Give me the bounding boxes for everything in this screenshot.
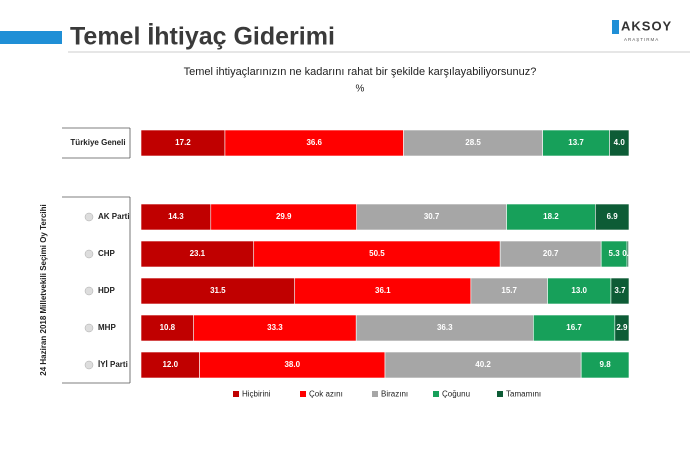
chart-title: Temel İhtiyaç Giderimi <box>70 23 335 51</box>
value-label: 50.5 <box>369 249 385 258</box>
bar-segment <box>210 203 357 231</box>
value-label: 33.3 <box>267 323 283 332</box>
category-label: Türkiye Geneli <box>70 138 125 147</box>
value-label: 23.1 <box>190 249 206 258</box>
bar-segment <box>542 129 610 157</box>
bar-segment <box>470 277 548 305</box>
party-icon <box>84 323 94 333</box>
value-label: 10.8 <box>160 323 176 332</box>
bar-segment <box>610 277 630 305</box>
legend-label: Hiçbirini <box>242 390 271 399</box>
value-label: 36.1 <box>375 286 391 295</box>
bar-segment <box>253 240 501 268</box>
bar-segment <box>626 240 629 268</box>
value-label: 3.7 <box>614 286 626 295</box>
bar-segment <box>356 203 507 231</box>
bar-segment <box>600 240 628 268</box>
legend-label: Çoğunu <box>442 390 470 399</box>
bar-segment <box>547 277 612 305</box>
legend-swatch <box>372 391 378 397</box>
legend-label: Çok azını <box>309 390 343 399</box>
value-label: 28.5 <box>465 138 481 147</box>
row-frames <box>62 127 131 384</box>
legend-swatch <box>433 391 439 397</box>
bar-segment <box>384 351 582 379</box>
logo-tagline: ARAŞTIRMA <box>624 37 659 42</box>
legend-swatch <box>497 391 503 397</box>
category-label: CHP <box>98 249 116 258</box>
value-label: 6.9 <box>607 212 619 221</box>
legend-swatch <box>233 391 239 397</box>
subtitle: Temel ihtiyaçlarınızın ne kadarını rahat… <box>184 66 537 78</box>
bar-segment <box>533 314 616 342</box>
bar-segment <box>580 351 630 379</box>
value-label: 16.7 <box>566 323 582 332</box>
value-label: 2.9 <box>616 323 628 332</box>
logo-name: AKSOY <box>621 18 672 33</box>
value-label: 14.3 <box>168 212 184 221</box>
bar-segment <box>140 129 226 157</box>
bar-segment <box>140 203 212 231</box>
value-label: 5.3 <box>609 249 621 258</box>
unit: % <box>356 84 365 95</box>
bar-segment <box>199 351 386 379</box>
title-accent <box>0 31 62 44</box>
value-label: 12.0 <box>162 360 178 369</box>
value-label: 36.3 <box>437 323 453 332</box>
y-axis-label: 24 Haziran 2018 Milletvekili Seçimi Oy T… <box>39 204 48 376</box>
legend-swatch <box>300 391 306 397</box>
value-label: 15.7 <box>501 286 517 295</box>
party-icon <box>84 249 94 259</box>
legend-label: Tamamını <box>506 390 541 399</box>
value-label: 36.6 <box>306 138 322 147</box>
value-label: 31.5 <box>210 286 226 295</box>
value-label: 13.0 <box>571 286 587 295</box>
bar-segment <box>140 277 296 305</box>
bar-segment <box>609 129 630 157</box>
bar-segment <box>140 240 255 268</box>
value-label: 0.3 <box>622 249 634 258</box>
legend-label: Birazını <box>381 390 408 399</box>
bar-segment <box>595 203 630 231</box>
bar-segment <box>506 203 596 231</box>
value-label: 29.9 <box>276 212 292 221</box>
bar-segment <box>294 277 472 305</box>
category-label: AK Parti <box>98 212 130 221</box>
bar-segment <box>614 314 630 342</box>
value-label: 9.8 <box>600 360 612 369</box>
value-label: 13.7 <box>568 138 584 147</box>
bar-segment <box>499 240 602 268</box>
value-label: 18.2 <box>543 212 559 221</box>
bar-segment <box>224 129 404 157</box>
category-label: MHP <box>98 323 116 332</box>
category-label: İYİ Parti <box>98 360 128 369</box>
value-label: 17.2 <box>175 138 191 147</box>
bar-segment <box>193 314 357 342</box>
bar-segment <box>140 351 200 379</box>
logo-mark <box>612 20 619 34</box>
category-label: HDP <box>98 286 116 295</box>
value-label: 4.0 <box>614 138 626 147</box>
party-icon <box>84 360 94 370</box>
value-label: 30.7 <box>424 212 440 221</box>
bar-segment <box>403 129 543 157</box>
value-label: 40.2 <box>475 360 491 369</box>
value-label: 20.7 <box>543 249 559 258</box>
party-icon <box>84 212 94 222</box>
value-label: 38.0 <box>284 360 300 369</box>
party-icon <box>84 286 94 296</box>
